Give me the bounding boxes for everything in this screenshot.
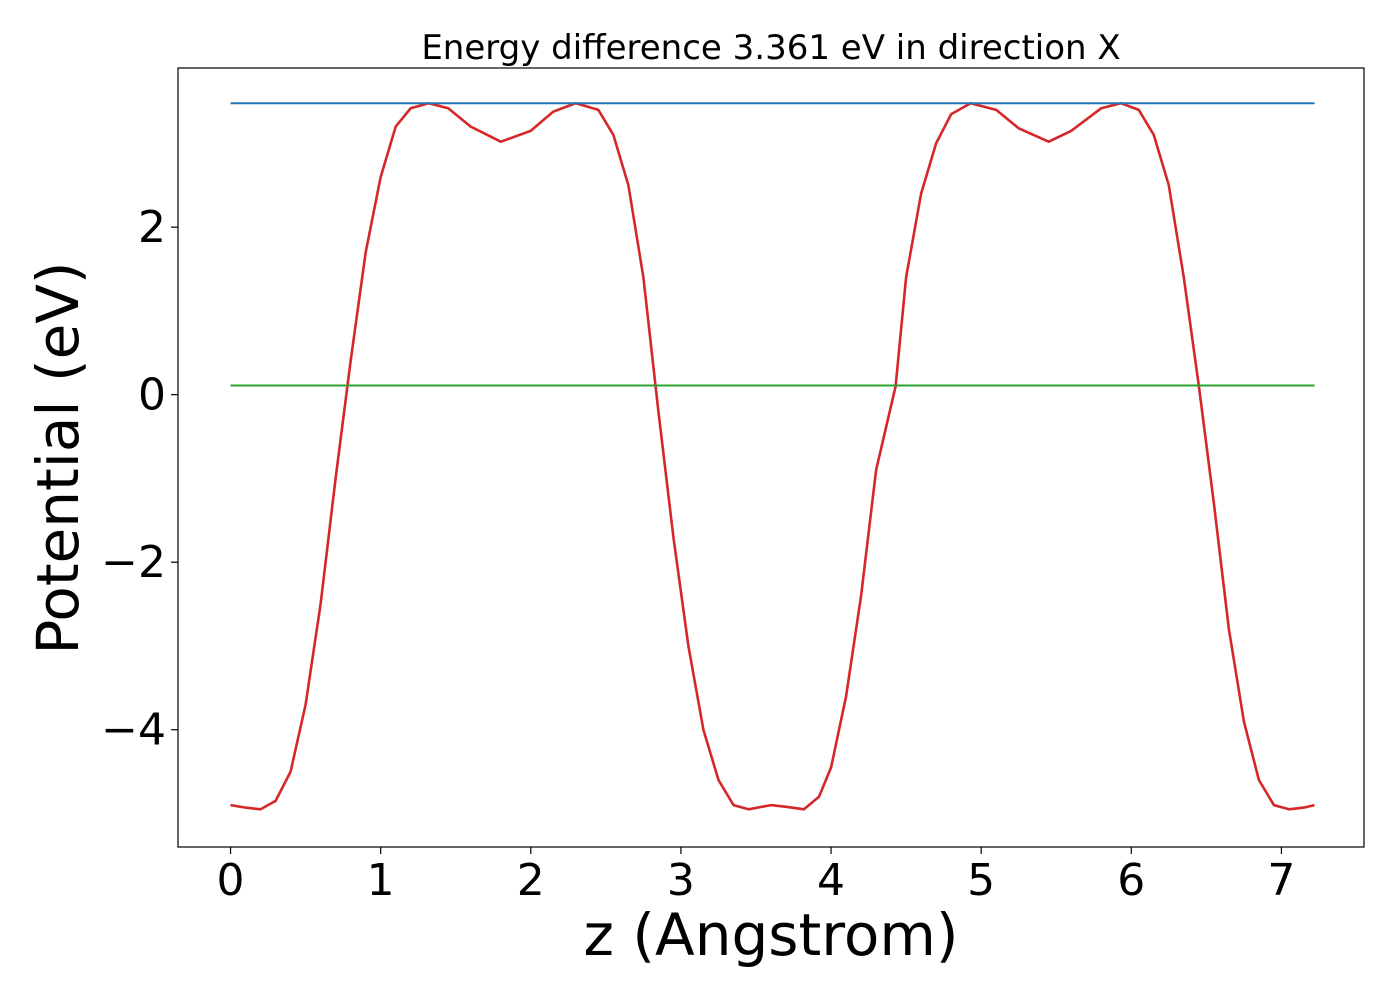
plot-area-frame: [177, 67, 1365, 848]
x-tick-label: 1: [367, 855, 395, 906]
y-tick-label: −2: [101, 537, 166, 588]
x-axis-ticks: 0 1 2 3 4 5 6 7: [217, 847, 1295, 906]
x-tick-label: 3: [667, 855, 695, 906]
series-layer: [230, 101, 1315, 811]
series-line-0: [230, 101, 1315, 811]
x-tick-label: 5: [967, 855, 995, 906]
y-axis-ticks: −4 −2 0 2: [101, 202, 178, 756]
x-tick-label: 0: [217, 855, 245, 906]
x-tick-label: 7: [1267, 855, 1295, 906]
x-tick-label: 2: [517, 855, 545, 906]
chart-title: Energy difference 3.361 eV in direction …: [421, 28, 1120, 68]
x-tick-label: 6: [1117, 855, 1145, 906]
y-axis-label: Potential (eV): [24, 261, 92, 654]
y-tick-label: −4: [101, 705, 166, 756]
y-tick-label: 0: [138, 370, 166, 421]
y-tick-label: 2: [138, 202, 166, 253]
x-tick-label: 4: [817, 855, 845, 906]
x-axis-label: z (Angstrom): [584, 901, 959, 969]
